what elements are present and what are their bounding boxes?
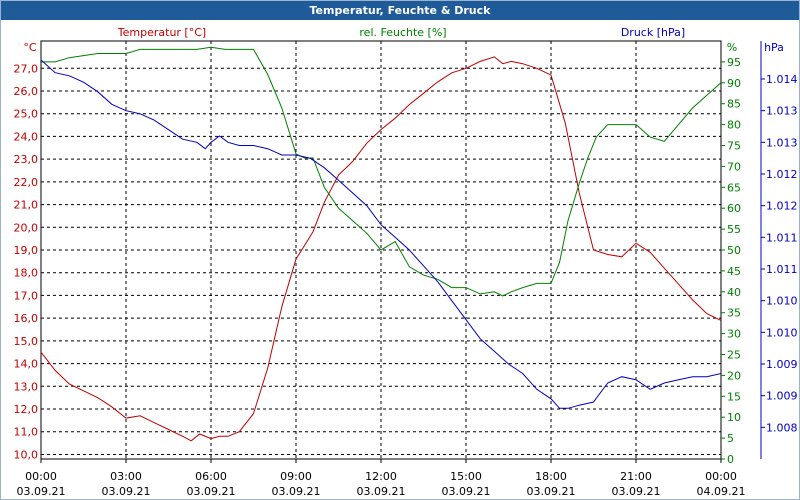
humidity-tick-label: 80 [727, 119, 741, 132]
humidity-unit: % [727, 41, 737, 54]
pressure-tick-label: 1.013 [766, 105, 798, 118]
x-tick-date: 04.09.21 [697, 485, 746, 498]
temperature-tick-label: 12,0 [14, 403, 39, 416]
temperature-tick-label: 24,0 [14, 130, 39, 143]
x-tick-date: 03.09.21 [357, 485, 406, 498]
x-tick-date: 03.09.21 [527, 485, 576, 498]
pressure-tick-label: 1.012 [766, 200, 798, 213]
pressure-tick-label: 1.009 [766, 390, 798, 403]
humidity-tick-label: 65 [727, 181, 741, 194]
humidity-tick-label: 50 [727, 244, 741, 257]
temperature-tick-label: 23,0 [14, 153, 39, 166]
temperature-tick-label: 20,0 [14, 221, 39, 234]
grid [41, 41, 721, 459]
temperature-tick-label: 25,0 [14, 108, 39, 121]
pressure-unit: hPa [764, 41, 784, 54]
series-line-pressure [40, 59, 722, 409]
humidity-tick-label: 25 [727, 349, 741, 362]
temperature-tick-label: 22,0 [14, 176, 39, 189]
x-tick-time: 15:00 [450, 470, 482, 483]
x-tick-date: 03.09.21 [442, 485, 491, 498]
x-tick-time: 00:00 [25, 470, 57, 483]
humidity-tick-label: 20 [727, 369, 741, 382]
temperature-tick-label: 10,0 [14, 448, 39, 461]
pressure-tick-label: 1.011 [766, 263, 798, 276]
pressure-tick-label: 1.011 [766, 231, 798, 244]
temperature-tick-label: 15,0 [14, 335, 39, 348]
x-tick-time: 18:00 [535, 470, 567, 483]
humidity-tick-label: 45 [727, 265, 741, 278]
x-tick-time: 06:00 [195, 470, 227, 483]
humidity-tick-label: 30 [727, 328, 741, 341]
pressure-tick-label: 1.008 [766, 421, 798, 434]
pressure-axis-label: Druck [hPa] [621, 26, 685, 39]
humidity-tick-label: 40 [727, 286, 741, 299]
series-line-humidity [41, 46, 722, 297]
temperature-tick-label: 14,0 [14, 358, 39, 371]
pressure-tick-label: 1.014 [766, 73, 798, 86]
pressure-tick-label: 1.013 [766, 136, 798, 149]
temperature-tick-label: 19,0 [14, 244, 39, 257]
pressure-tick-label: 1.012 [766, 168, 798, 181]
series-line-temperature [40, 56, 722, 442]
temperature-tick-label: 27,0 [14, 62, 39, 75]
temperature-tick-label: 21,0 [14, 199, 39, 212]
x-tick-time: 03:00 [110, 470, 142, 483]
x-tick-time: 00:00 [705, 470, 737, 483]
x-tick-time: 12:00 [365, 470, 397, 483]
temperature-axis-label: Temperatur [°C] [117, 26, 206, 39]
humidity-tick-label: 90 [727, 77, 741, 90]
x-tick-date: 03.09.21 [612, 485, 661, 498]
humidity-tick-label: 5 [727, 432, 734, 445]
humidity-tick-label: 15 [727, 390, 741, 403]
humidity-tick-label: 70 [727, 160, 741, 173]
humidity-tick-label: 85 [727, 98, 741, 111]
x-tick-date: 03.09.21 [187, 485, 236, 498]
humidity-tick-label: 75 [727, 140, 741, 153]
x-tick-date: 03.09.21 [272, 485, 321, 498]
x-tick-time: 21:00 [620, 470, 652, 483]
pressure-tick-label: 1.009 [766, 358, 798, 371]
x-tick-date: 03.09.21 [102, 485, 151, 498]
pressure-tick-label: 1.010 [766, 295, 798, 308]
temperature-tick-label: 11,0 [14, 426, 39, 439]
temperature-tick-label: 17,0 [14, 289, 39, 302]
humidity-tick-label: 0 [727, 453, 734, 466]
temperature-tick-label: 16,0 [14, 312, 39, 325]
x-tick-time: 09:00 [280, 470, 312, 483]
temperature-tick-label: 18,0 [14, 267, 39, 280]
chart-title: Temperatur, Feuchte & Druck [1, 1, 799, 20]
humidity-tick-label: 10 [727, 411, 741, 424]
humidity-tick-label: 60 [727, 202, 741, 215]
humidity-tick-label: 95 [727, 56, 741, 69]
humidity-tick-label: 35 [727, 307, 741, 320]
humidity-tick-label: 55 [727, 223, 741, 236]
x-tick-date: 03.09.21 [17, 485, 66, 498]
pressure-tick-label: 1.010 [766, 326, 798, 339]
temperature-tick-label: 13,0 [14, 380, 39, 393]
temperature-unit: °C [23, 41, 37, 54]
series [40, 46, 722, 442]
temperature-tick-label: 26,0 [14, 85, 39, 98]
axis-ticks: 27,0 26,0 25,0 24,0 23,0 22,0 21,0 20,0 19,0 18,0… [14, 41, 798, 498]
humidity-axis-label: rel. Feuchte [%] [359, 26, 446, 39]
